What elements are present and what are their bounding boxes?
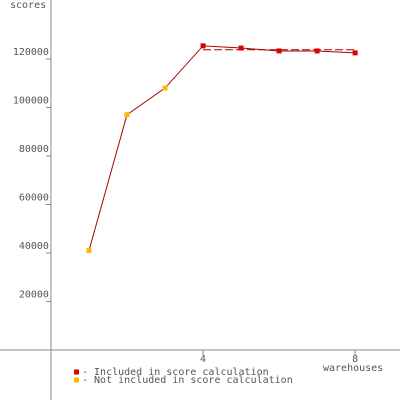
legend-marker [74, 377, 79, 383]
y-tick-label: 40000 [19, 241, 49, 252]
point [238, 45, 244, 51]
point [200, 43, 206, 49]
point [86, 248, 92, 254]
y-axis-label: scores [10, 0, 46, 11]
point [162, 85, 168, 91]
legend-label: - Included in score calculation [82, 367, 269, 378]
y-tick-label: 80000 [19, 144, 49, 155]
series-line [88, 45, 356, 251]
x-tick-label: 4 [200, 354, 206, 365]
point [352, 50, 358, 56]
y-tick-label: 120000 [13, 47, 49, 58]
point [314, 48, 320, 54]
y-tick-label: 100000 [13, 95, 49, 106]
point [276, 48, 282, 54]
legend-marker [74, 369, 79, 375]
y-tick-label: 20000 [19, 290, 49, 301]
y-tick-label: 60000 [19, 192, 49, 203]
point [124, 112, 130, 118]
x-axis-label: warehouses [323, 363, 383, 374]
x-tick-label: 8 [352, 354, 358, 365]
legend-label: - Not included in score calculation [82, 375, 293, 386]
